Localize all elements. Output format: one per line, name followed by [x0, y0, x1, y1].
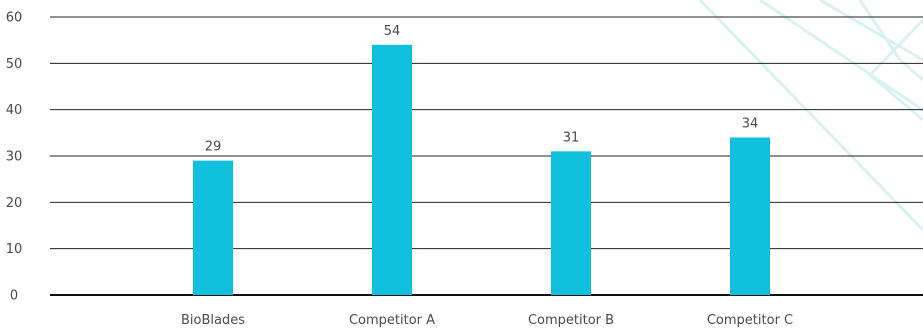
y-tick-label: 30 — [6, 150, 23, 165]
y-tick-label: 20 — [6, 196, 23, 211]
bar-bioblades — [193, 160, 233, 295]
category-label: Competitor A — [349, 313, 435, 328]
category-labels: BioBlades Competitor A Competitor B Competi… — [181, 313, 793, 328]
bar-competitor-a — [372, 44, 412, 295]
category-label: Competitor B — [528, 313, 614, 328]
category-label: Competitor C — [707, 313, 793, 328]
data-label: 54 — [384, 24, 401, 39]
background-decoration — [698, 0, 923, 232]
y-tick-label: 0 — [10, 289, 18, 304]
y-tick-label: 60 — [6, 11, 23, 26]
data-label: 31 — [563, 130, 580, 145]
y-tick-label: 40 — [6, 103, 23, 118]
y-tick-label: 50 — [6, 57, 23, 72]
data-label: 34 — [742, 116, 759, 131]
data-labels: 29 54 31 34 — [205, 24, 759, 155]
y-axis-ticks: 0 10 20 30 40 50 60 — [6, 11, 23, 304]
y-tick-label: 10 — [6, 242, 23, 257]
bar-competitor-c — [730, 137, 770, 295]
data-label: 29 — [205, 140, 222, 155]
grid-lines — [50, 16, 923, 296]
category-label: BioBlades — [181, 313, 245, 328]
bar-competitor-b — [551, 151, 591, 295]
bars — [193, 44, 770, 295]
